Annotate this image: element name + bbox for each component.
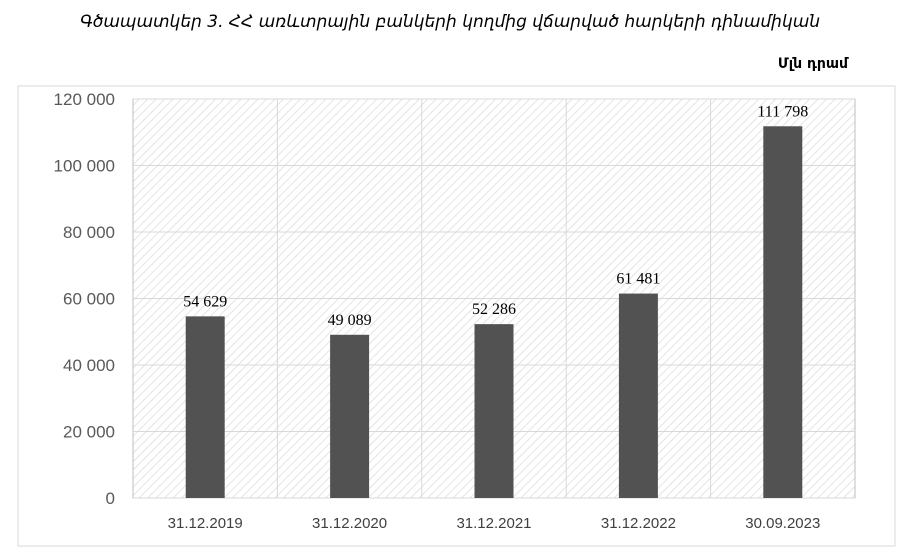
y-tick-label: 40 000	[63, 356, 115, 375]
x-tick-label: 31.12.2019	[168, 515, 243, 532]
chart-title: Գծապատկեր 3. ՀՀ առևտրային բանկերի կողմից…	[79, 12, 821, 32]
x-tick-label: 31.12.2021	[456, 515, 531, 532]
x-tick-label: 31.12.2020	[312, 515, 387, 532]
bars	[185, 126, 803, 498]
y-tick-label: 0	[106, 489, 115, 508]
chart-outer-frame	[17, 85, 896, 547]
bar	[185, 316, 225, 498]
data-label: 54 629	[183, 293, 227, 310]
y-tick-label: 80 000	[63, 223, 115, 242]
x-axis: 31.12.2019 31.12.2020 31.12.2021 31.12.2022…	[168, 515, 821, 532]
unit-label: Մլն դրամ	[777, 56, 848, 72]
x-tick-label: 30.09.2023	[745, 515, 820, 532]
data-labels: 54 629 49 089 52 286 61 481 111 798	[183, 103, 808, 329]
data-label: 61 481	[616, 271, 660, 288]
data-label: 111 798	[757, 103, 808, 120]
bar	[474, 324, 514, 498]
y-axis: 0 20 000 40 000 60 000 80 000 100 000 120 000	[54, 90, 115, 508]
y-tick-label: 120 000	[54, 90, 115, 109]
bar	[330, 334, 370, 498]
x-tick-label: 31.12.2022	[601, 515, 676, 532]
y-tick-label: 20 000	[63, 423, 115, 442]
bar	[763, 126, 803, 498]
y-tick-label: 60 000	[63, 290, 115, 309]
data-label: 52 286	[472, 301, 516, 318]
y-tick-label: 100 000	[54, 157, 115, 176]
data-label: 49 089	[328, 312, 372, 329]
bar	[618, 293, 658, 498]
gridlines	[133, 98, 855, 499]
